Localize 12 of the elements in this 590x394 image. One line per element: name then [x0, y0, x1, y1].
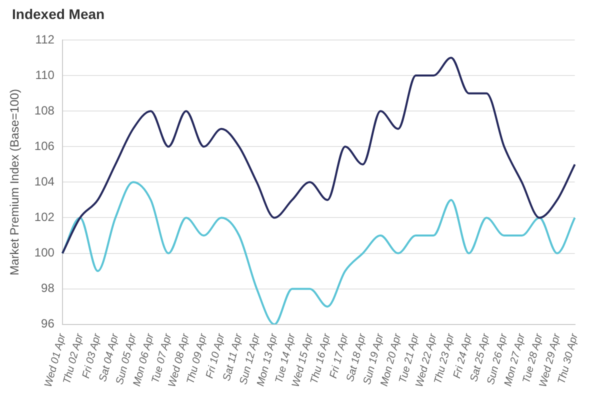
y-tick-label: 102 [34, 210, 55, 224]
y-tick-label: 98 [41, 281, 55, 296]
y-tick-label: 100 [34, 246, 55, 260]
y-tick-label: 104 [34, 174, 55, 188]
y-tick-label: 96 [41, 316, 55, 331]
y-axis-title: Market Premium Index (Base=100) [8, 88, 22, 276]
chart-title: Indexed Mean [12, 6, 105, 22]
y-tick-label: 112 [35, 32, 55, 46]
y-tick-label: 106 [34, 138, 55, 153]
y-tick-label: 110 [35, 68, 55, 82]
y-tick-label: 108 [34, 103, 55, 118]
line-series [61, 56, 576, 254]
